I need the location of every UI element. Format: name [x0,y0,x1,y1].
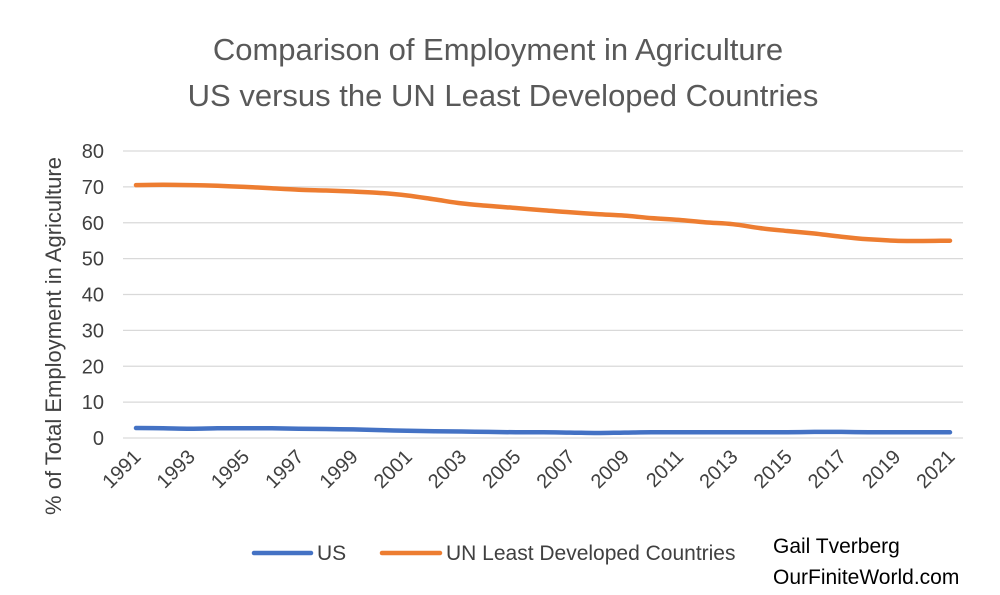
x-tick-label-2013: 2013 [695,446,742,493]
x-tick-label-2007: 2007 [533,446,580,493]
y-tick-label-80: 80 [82,141,104,163]
x-tick-label-2005: 2005 [478,446,525,493]
y-tick-label-70: 70 [82,177,104,199]
chart-title-line-2: US versus the UN Least Developed Countri… [188,78,819,113]
y-axis-ticks: 0 10 20 30 40 50 60 70 80 [82,141,104,450]
y-tick-label-30: 30 [82,320,104,342]
x-tick-label-1999: 1999 [316,446,363,493]
legend-label-us: US [317,542,346,565]
y-tick-label-60: 60 [82,213,104,235]
chart-title-line-1: Comparison of Employment in Agriculture [213,32,783,67]
credit-author: Gail Tverberg [773,535,900,558]
x-axis-ticks: 1991 1993 1995 1997 1999 2001 2003 2005 2007 2009… [99,446,960,493]
x-tick-label-2017: 2017 [804,446,851,493]
x-tick-label-2015: 2015 [750,446,797,493]
x-tick-label-2003: 2003 [424,446,471,493]
y-tick-label-20: 20 [82,356,104,378]
series-line-us [133,425,953,436]
gridlines [123,150,963,439]
x-tick-label-1997: 1997 [261,446,308,493]
series-lines [133,182,953,436]
x-tick-label-2001: 2001 [370,446,417,493]
x-tick-label-1995: 1995 [207,446,254,493]
y-tick-label-10: 10 [82,392,104,414]
y-axis-title: % of Total Employment in Agriculture [41,157,66,515]
legend-label-un-least-developed: UN Least Developed Countries [446,542,736,565]
credit-website: OurFiniteWorld.com [773,566,959,589]
x-tick-label-2009: 2009 [587,446,634,493]
y-tick-label-50: 50 [82,249,104,271]
y-tick-label-40: 40 [82,285,104,307]
x-tick-label-1993: 1993 [153,446,200,493]
x-tick-label-2021: 2021 [913,446,960,493]
series-line-un-least-developed [133,182,953,244]
x-tick-label-2011: 2011 [642,446,688,492]
x-tick-label-2019: 2019 [858,446,905,493]
legend: US UN Least Developed Countries [251,542,736,565]
y-tick-label-0: 0 [93,428,104,450]
x-tick-label-1991: 1991 [99,446,146,493]
